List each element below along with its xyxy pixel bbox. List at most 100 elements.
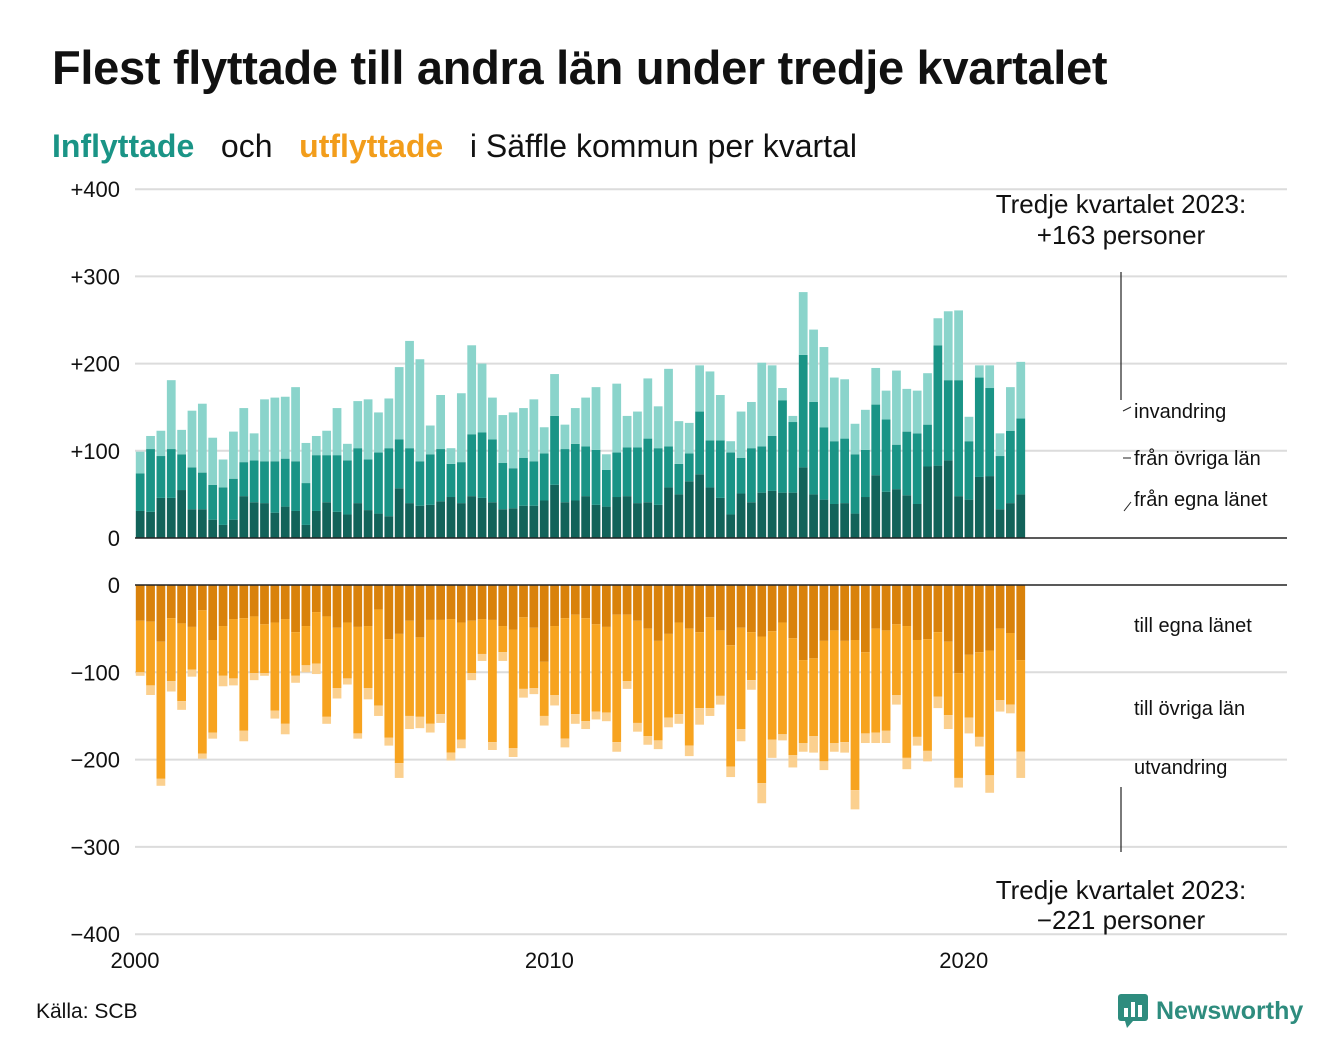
bar-outflow [819, 761, 829, 771]
bar-inflow [798, 292, 808, 355]
bar-outflow [436, 714, 445, 723]
bar-inflow [653, 504, 663, 538]
bar-inflow [860, 409, 870, 450]
bar-inflow [757, 362, 767, 447]
bar-inflow [477, 497, 487, 538]
bar-outflow [425, 723, 435, 733]
bar-inflow [332, 511, 342, 538]
bar-inflow [1006, 503, 1015, 538]
bar-outflow [715, 695, 725, 705]
bar-inflow [374, 412, 383, 453]
bar-inflow [570, 408, 580, 444]
bar-inflow [923, 466, 932, 538]
bar-inflow [726, 441, 736, 453]
bar-outflow [156, 585, 166, 642]
bar-outflow [809, 736, 818, 753]
bar-outflow [902, 585, 912, 627]
bar-inflow [197, 509, 207, 538]
bar-outflow [747, 680, 756, 690]
bar-inflow [1016, 494, 1026, 538]
bar-inflow [840, 379, 850, 439]
bar-inflow [726, 452, 736, 515]
bar-inflow [747, 502, 756, 538]
bar-outflow [767, 585, 777, 632]
bar-inflow [798, 354, 808, 468]
bar-inflow [591, 449, 601, 505]
bar-outflow [146, 585, 155, 622]
bar-outflow [177, 585, 186, 624]
bar-outflow [881, 730, 891, 744]
bar-outflow [394, 585, 404, 634]
bar-outflow [695, 708, 704, 725]
annotation-bottom-line2: −221 personer [1037, 905, 1206, 935]
bar-inflow [664, 487, 673, 538]
bar-outflow [301, 585, 311, 627]
bar-inflow [425, 504, 435, 538]
bar-inflow [208, 519, 218, 538]
bar-inflow [394, 367, 404, 440]
bar-outflow [860, 585, 870, 653]
bar-outflow [467, 620, 477, 674]
bar-outflow [798, 743, 808, 752]
bar-outflow [260, 624, 269, 674]
bar-outflow [581, 721, 591, 730]
bar-inflow [974, 476, 984, 538]
bar-outflow [291, 632, 300, 676]
bar-outflow [643, 585, 653, 629]
bar-inflow [954, 310, 963, 381]
bar-inflow [177, 490, 186, 538]
bar-inflow [508, 412, 518, 469]
y-tick-top: +100 [70, 439, 120, 464]
bar-inflow [249, 502, 259, 538]
bar-inflow [726, 514, 736, 538]
bar-inflow [767, 365, 777, 436]
bar-inflow [280, 396, 290, 459]
bar-inflow [342, 514, 352, 538]
bar-outflow [850, 585, 860, 640]
bar-inflow [363, 399, 373, 460]
bar-inflow [342, 460, 352, 515]
bar-inflow [322, 430, 332, 456]
bar-outflow [995, 585, 1005, 629]
bar-inflow [778, 492, 787, 538]
bar-outflow [187, 669, 197, 677]
bar-outflow [860, 733, 870, 744]
bar-outflow [488, 742, 497, 750]
bar-outflow [508, 748, 518, 757]
bar-inflow [684, 422, 694, 454]
bar-outflow [249, 673, 259, 681]
bar-inflow [353, 448, 363, 504]
bar-outflow [601, 712, 611, 722]
bar-outflow [633, 620, 642, 723]
bar-outflow [902, 757, 912, 770]
bar-inflow [1006, 430, 1015, 504]
bar-inflow [767, 490, 777, 538]
bar-inflow [964, 499, 974, 538]
bar-outflow [135, 585, 145, 621]
bar-outflow [829, 585, 839, 631]
subtitle-utflyttade: utflyttade [299, 128, 444, 164]
bar-outflow [280, 585, 290, 620]
bar-outflow [943, 641, 953, 716]
bar-inflow [778, 400, 787, 493]
bar-outflow [995, 700, 1005, 712]
bar-inflow [736, 493, 746, 538]
bar-outflow [177, 623, 186, 702]
subtitle-rest: i Säffle kommun per kvartal [469, 128, 857, 164]
bar-outflow [353, 626, 363, 734]
bar-inflow [539, 427, 549, 454]
bar-inflow [974, 377, 984, 477]
bar-inflow [912, 390, 922, 434]
series-label-top: från övriga län [1134, 448, 1261, 470]
bar-inflow [860, 497, 870, 538]
bar-inflow [933, 345, 943, 466]
bar-inflow [788, 422, 798, 493]
bar-outflow [715, 585, 725, 631]
bar-inflow [985, 388, 995, 477]
y-tick-top: 0 [108, 526, 120, 551]
bar-outflow [270, 622, 280, 711]
bar-outflow [788, 585, 798, 639]
bar-outflow [840, 742, 850, 753]
bar-outflow [1006, 704, 1015, 714]
series-label-bottom: utvandring [1134, 757, 1227, 779]
